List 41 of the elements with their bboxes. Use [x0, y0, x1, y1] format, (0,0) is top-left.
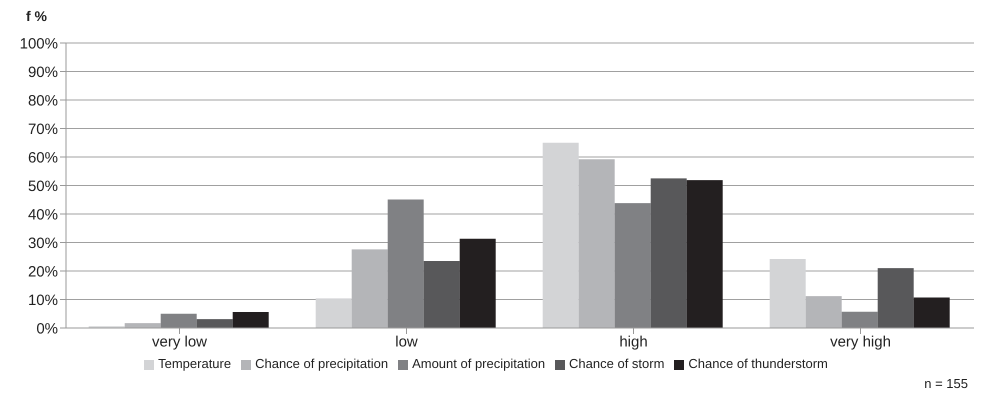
- y-tick-label: 50%: [28, 178, 58, 195]
- bar: [124, 323, 161, 328]
- bar: [460, 238, 496, 328]
- y-axis-title: f %: [26, 8, 47, 24]
- bar: [578, 159, 615, 328]
- y-tick-label: 40%: [28, 206, 58, 224]
- bar: [388, 199, 424, 328]
- y-tick-label: 0%: [36, 320, 58, 338]
- x-tick-label: low: [395, 334, 418, 351]
- legend-label: Amount of precipitation: [412, 356, 546, 371]
- y-tick-label: 90%: [28, 64, 58, 81]
- x-tick-label: high: [619, 334, 648, 351]
- bar: [424, 261, 460, 328]
- y-tick-label: 100%: [20, 35, 58, 52]
- bar: [842, 312, 878, 328]
- legend-label: Temperature: [158, 356, 232, 371]
- bar: [650, 178, 687, 328]
- y-tick-label: 10%: [28, 292, 58, 309]
- bar: [806, 296, 842, 328]
- y-tick-label: 70%: [28, 120, 58, 138]
- bar: [770, 259, 806, 328]
- x-tick-label: very high: [830, 334, 891, 351]
- legend-label: Chance of storm: [569, 356, 664, 371]
- bar: [878, 268, 914, 328]
- bar: [232, 312, 269, 328]
- bar: [614, 203, 651, 328]
- legend-label: Chance of precipitation: [255, 356, 388, 371]
- y-tick-label: 30%: [28, 234, 58, 252]
- bar: [542, 142, 579, 328]
- bar: [160, 314, 197, 328]
- y-tick-label: 20%: [28, 263, 58, 280]
- bar: [316, 298, 352, 328]
- bar: [686, 180, 723, 328]
- bar: [196, 319, 233, 328]
- y-tick-label: 60%: [28, 149, 58, 166]
- y-tick-label: 80%: [28, 92, 58, 110]
- legend-label: Chance of thunderstorm: [688, 356, 828, 371]
- bar: [914, 298, 950, 328]
- bar: [352, 249, 388, 328]
- text: n = 155: [924, 376, 968, 391]
- x-tick-label: very low: [152, 334, 208, 351]
